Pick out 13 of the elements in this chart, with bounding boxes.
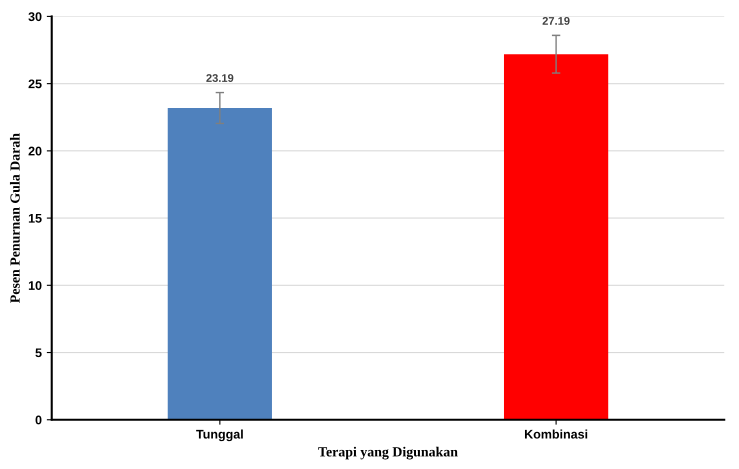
data-label: 27.19 xyxy=(542,16,570,25)
y-tick-label: 30 xyxy=(28,12,42,22)
y-tick-label: 0 xyxy=(36,416,42,424)
x-tick-label: Tunggal xyxy=(196,429,243,442)
data-label: 23.19 xyxy=(206,74,234,82)
y-tick-label: 25 xyxy=(28,79,42,88)
y-tick-label: 15 xyxy=(28,214,42,223)
x-tick-label: Kombinasi xyxy=(524,429,588,439)
y-tick-label: 20 xyxy=(28,146,42,156)
x-axis-title: Terapi yang Digunakan xyxy=(318,446,458,460)
y-tick-label: 10 xyxy=(28,281,42,290)
y-axis-title: Pesen Penurnan Gula Darah xyxy=(10,133,20,303)
y-tick-label: 5 xyxy=(35,348,42,358)
